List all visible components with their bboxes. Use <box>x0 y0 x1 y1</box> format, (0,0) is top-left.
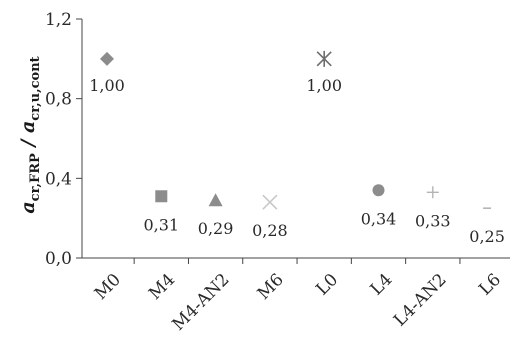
x-category-label: M4-AN2 <box>169 270 234 335</box>
data-point-m6 <box>262 194 278 210</box>
data-label-m4-an2: 0,29 <box>198 219 234 238</box>
data-label-m6: 0,28 <box>252 221 288 240</box>
data-label-l4-an2: 0,33 <box>415 211 451 230</box>
y-tick-label: 1,2 <box>45 10 72 30</box>
x-category-label: L6 <box>475 270 505 300</box>
y-tick-label: 0,8 <box>45 90 72 110</box>
y-label-subscript-b: cr,u,cont <box>28 56 43 120</box>
data-label-m0: 1,00 <box>89 76 125 95</box>
data-label-m4: 0,31 <box>143 215 179 234</box>
y-label-subscript-a: cr,FRP <box>28 153 43 201</box>
data-label-l0: 1,00 <box>306 76 342 95</box>
data-labels: 1,00 0,31 0,29 0,28 1,00 0,34 0,33 0,25 <box>89 76 505 246</box>
y-label-slash: / <box>17 133 39 153</box>
data-point-l4-an2 <box>426 186 439 199</box>
data-points <box>100 50 492 210</box>
x-category-label: L4-AN2 <box>390 270 451 331</box>
y-label-symbol-a: a <box>17 201 39 213</box>
x-category-label: M4 <box>145 270 179 304</box>
data-point-l4 <box>372 184 385 197</box>
y-label-symbol-b: a <box>17 121 39 133</box>
data-point-l0 <box>316 50 332 67</box>
y-axis-label: acr,FRP / acr,u,cont <box>17 56 43 213</box>
x-category-label: M6 <box>254 270 288 304</box>
x-category-label: L0 <box>312 270 342 300</box>
data-point-m0 <box>100 51 114 66</box>
y-tick-label: 0,0 <box>45 249 72 269</box>
data-point-m4 <box>155 190 168 203</box>
data-label-l4: 0,34 <box>361 209 397 228</box>
x-category-label: M0 <box>91 270 125 304</box>
y-tick-label: 0,4 <box>45 169 72 189</box>
axes <box>81 19 510 259</box>
x-category-label: L4 <box>367 270 397 300</box>
y-ticks: 0,0 0,4 0,8 1,2 <box>45 10 82 269</box>
y-axis-label-text: acr,FRP / acr,u,cont <box>17 56 43 213</box>
data-point-m4-an2 <box>208 193 223 207</box>
data-label-l6: 0,25 <box>469 227 505 246</box>
